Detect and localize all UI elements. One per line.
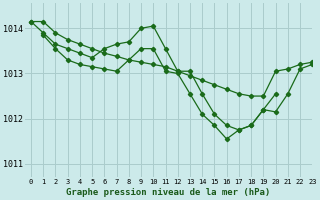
X-axis label: Graphe pression niveau de la mer (hPa): Graphe pression niveau de la mer (hPa): [67, 188, 271, 197]
